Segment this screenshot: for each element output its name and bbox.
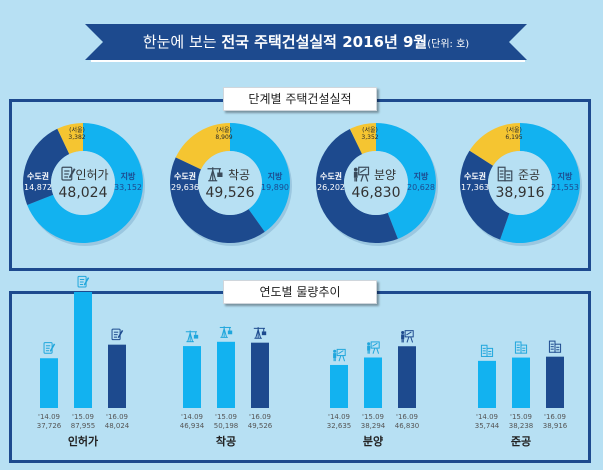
- unit-label: (단위: 호): [427, 39, 470, 50]
- title-banner: 한눈에 보는 전국 주택건설실적 2016년 9월(단위: 호): [85, 24, 527, 62]
- stage-panel: [9, 99, 591, 271]
- trend-panel: [9, 291, 591, 463]
- page-title: 한눈에 보는 전국 주택건설실적 2016년 9월(단위: 호): [85, 24, 527, 60]
- icon-part: [83, 277, 90, 286]
- title-bold: 전국 주택건설실적 2016년 9월: [221, 33, 428, 51]
- stage-section-title: 단계별 주택건설실적: [223, 87, 377, 111]
- document-pen-icon: [77, 275, 90, 288]
- ribbon-shape: [85, 24, 527, 62]
- title-prefix: 한눈에 보는: [142, 33, 222, 51]
- trend-section-title: 연도별 물량추이: [223, 280, 377, 304]
- icon-part: [77, 275, 87, 288]
